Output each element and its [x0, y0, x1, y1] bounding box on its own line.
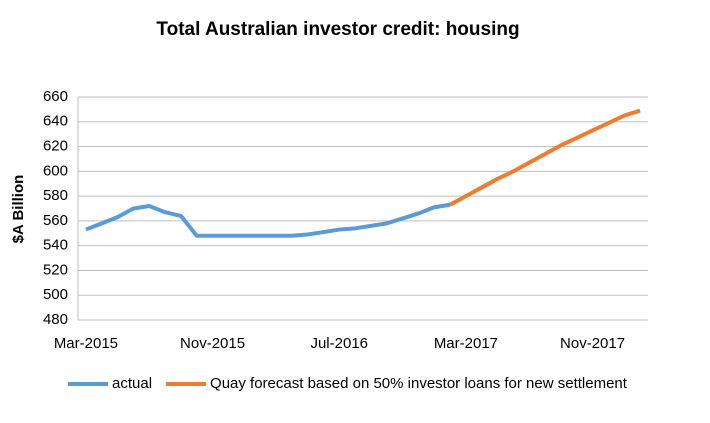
x-tick-label: Nov-2015	[180, 335, 245, 352]
y-tick-label: 580	[43, 187, 68, 204]
legend-label: Quay forecast based on 50% investor loan…	[210, 375, 628, 392]
y-tick-label: 660	[43, 88, 68, 105]
y-tick-label: 500	[43, 286, 68, 303]
x-tick-label: Mar-2017	[434, 335, 498, 352]
y-tick-label: 520	[43, 261, 68, 278]
y-tick-label: 560	[43, 212, 68, 229]
x-tick-label: Jul-2016	[310, 335, 368, 352]
x-tick-label: Nov-2017	[560, 335, 625, 352]
data-line	[85, 202, 451, 238]
y-tick-label: 620	[43, 138, 68, 155]
chart-title: Total Australian investor credit: housin…	[156, 19, 519, 40]
y-axis-label: $A Billion	[10, 175, 27, 244]
y-tick-label: 600	[43, 162, 68, 179]
y-tick-label: 480	[43, 311, 68, 328]
x-tick-label: Mar-2015	[54, 335, 118, 352]
data-line	[449, 108, 641, 207]
y-tick-label: 640	[43, 113, 68, 130]
legend-label: actual	[112, 375, 152, 392]
y-tick-label: 540	[43, 237, 68, 254]
